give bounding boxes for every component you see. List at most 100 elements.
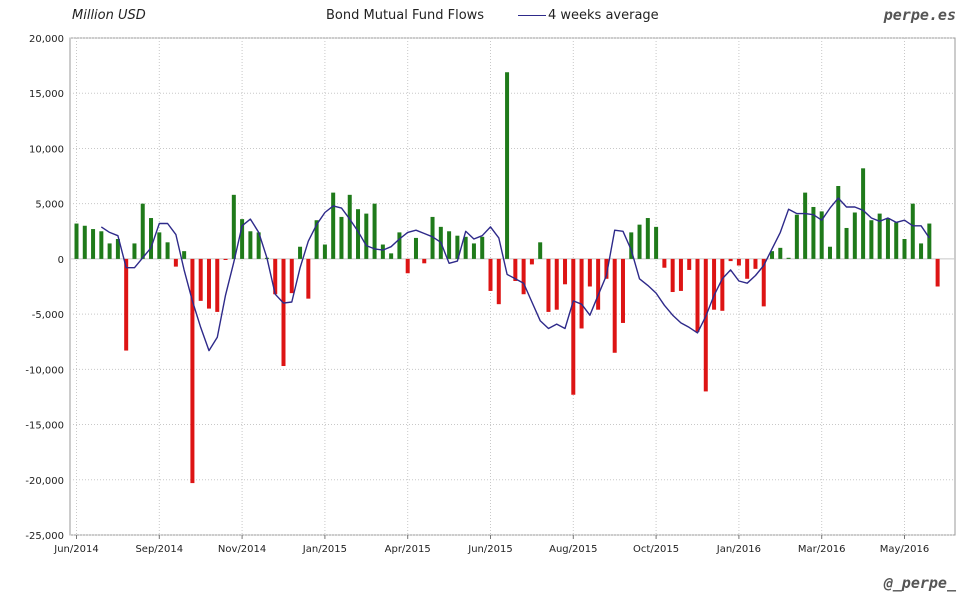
- flow-bar: [82, 225, 87, 259]
- y-tick-label: 5,000: [35, 200, 64, 211]
- flow-bar: [645, 218, 650, 259]
- flow-bar: [703, 258, 708, 392]
- y-tick-label: 15,000: [29, 89, 64, 100]
- flow-bar: [579, 258, 584, 329]
- axis-layer: 20,000 15,000 10,000 5,000 0 -5,000 -10,000 -15…: [25, 34, 929, 555]
- flow-bar: [827, 246, 832, 259]
- flow-bar: [736, 258, 741, 266]
- flow-bar: [861, 168, 866, 259]
- flow-bar: [306, 258, 311, 299]
- flow-bar: [157, 232, 162, 259]
- flow-bar: [356, 209, 361, 259]
- flow-bar: [587, 258, 592, 287]
- author-handle: @_perpe_: [883, 574, 956, 592]
- flow-bar: [654, 226, 659, 259]
- flow-bar: [215, 258, 220, 312]
- flow-bar: [190, 258, 195, 484]
- flow-bar: [314, 220, 319, 259]
- flow-bar: [935, 258, 940, 287]
- flow-bar: [670, 258, 675, 293]
- legend-line-swatch: [518, 15, 546, 16]
- flow-bar: [322, 244, 327, 259]
- x-tick-label: May/2016: [880, 544, 930, 555]
- flow-bar: [554, 258, 559, 310]
- flow-bar: [529, 258, 534, 265]
- flow-bar: [206, 258, 211, 309]
- bars-layer: [74, 72, 940, 484]
- flow-bar: [405, 258, 410, 274]
- flow-bar: [852, 212, 857, 259]
- flow-bar: [910, 203, 915, 259]
- flow-bar: [695, 258, 700, 332]
- x-tick-label: Sep/2014: [135, 544, 183, 555]
- average-line-layer: [100, 197, 930, 352]
- flow-bar: [629, 232, 634, 259]
- flow-bar: [637, 224, 642, 259]
- legend-label: 4 weeks average: [548, 8, 659, 23]
- flow-bar: [463, 236, 468, 259]
- flow-bar: [753, 258, 758, 269]
- flow-bar: [819, 211, 824, 259]
- flow-bar: [919, 243, 924, 259]
- plot-frame: [69, 37, 956, 536]
- x-tick-label: Aug/2015: [549, 544, 597, 555]
- flow-bar: [124, 258, 129, 351]
- flow-bar: [380, 244, 385, 259]
- x-tick-label: Jun/2015: [467, 544, 512, 555]
- flow-bar: [281, 258, 286, 367]
- y-tick-label: -20,000: [25, 476, 64, 487]
- flow-bar: [364, 213, 369, 259]
- flow-bar: [132, 243, 137, 259]
- flow-bar: [678, 258, 683, 291]
- flow-bar: [538, 242, 543, 259]
- flow-bar: [298, 246, 303, 259]
- flow-bar: [877, 213, 882, 259]
- y-tick-label: -25,000: [25, 531, 64, 542]
- x-tick-label: Apr/2015: [385, 544, 431, 555]
- y-axis-unit-label: Million USD: [72, 8, 146, 23]
- x-tick-label: Jun/2014: [53, 544, 98, 555]
- flow-bar: [604, 258, 609, 279]
- flow-bar: [571, 258, 576, 395]
- flow-bar: [173, 258, 178, 267]
- flow-bar: [770, 251, 775, 259]
- y-tick-label: -5,000: [32, 310, 64, 321]
- flow-bar: [248, 231, 253, 259]
- flow-bar: [480, 236, 485, 259]
- flow-bar: [745, 258, 750, 279]
- flow-bar: [413, 237, 418, 259]
- flow-bar: [720, 258, 725, 311]
- flow-bar: [273, 258, 278, 295]
- y-tick-label: 20,000: [29, 34, 64, 45]
- flow-bar: [786, 257, 791, 259]
- flow-bar: [256, 232, 261, 259]
- flow-bar: [778, 247, 783, 259]
- x-tick-label: Oct/2015: [633, 544, 679, 555]
- flow-bar: [422, 258, 427, 264]
- flow-bar: [339, 216, 344, 259]
- flow-bar: [182, 251, 187, 259]
- x-tick-label: Nov/2014: [218, 544, 266, 555]
- flow-bar: [505, 72, 510, 259]
- flow-bar: [430, 216, 435, 259]
- x-tick-label: Jan/2016: [716, 544, 761, 555]
- flow-bar: [521, 258, 526, 295]
- flow-bar: [231, 194, 236, 259]
- x-tick-label: Jan/2015: [302, 544, 347, 555]
- flow-bar: [612, 258, 617, 353]
- y-tick-label: 0: [58, 255, 64, 266]
- flow-bar: [149, 218, 154, 259]
- flow-bar: [513, 258, 518, 281]
- flow-bar: [662, 258, 667, 268]
- flow-bar: [761, 258, 766, 307]
- chart-title: Bond Mutual Fund Flows: [326, 8, 485, 23]
- flow-bar: [869, 220, 874, 259]
- flow-bar: [496, 258, 501, 305]
- flow-bar: [596, 258, 601, 310]
- legend: 4 weeks average: [518, 8, 659, 23]
- flow-bar: [687, 258, 692, 270]
- flow-bar: [712, 258, 717, 310]
- flow-bar: [223, 258, 228, 260]
- y-tick-label: -10,000: [25, 365, 64, 376]
